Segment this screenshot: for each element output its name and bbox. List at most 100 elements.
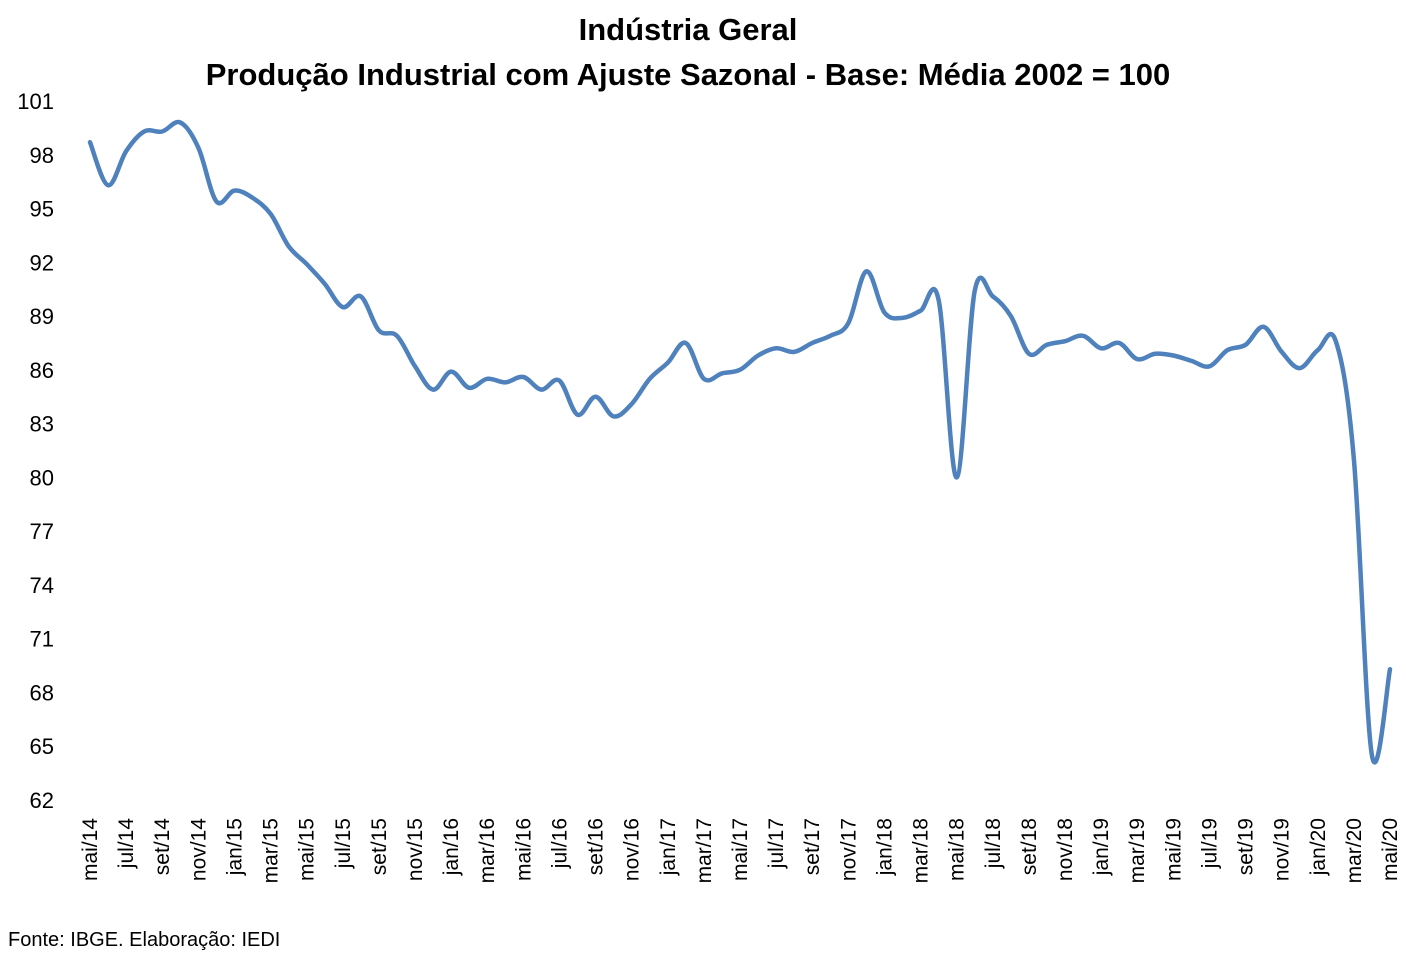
data-point: [1262, 325, 1266, 329]
data-point: [1063, 339, 1067, 343]
y-tick-label: 83: [30, 412, 54, 437]
x-tick-label: set/18: [1018, 818, 1041, 875]
y-tick-label: 89: [30, 304, 54, 329]
y-tick-label: 71: [30, 627, 54, 652]
data-point: [792, 350, 796, 354]
y-tick-label: 65: [30, 734, 54, 759]
data-point: [106, 183, 110, 187]
data-point: [991, 294, 995, 298]
x-tick-label: nov/19: [1271, 818, 1294, 881]
data-point: [1316, 348, 1320, 352]
x-tick-label: mai/18: [946, 818, 969, 881]
x-tick-label: nov/15: [404, 818, 427, 881]
data-point: [413, 364, 417, 368]
y-tick-label: 74: [30, 573, 54, 598]
x-tick-label: jan/16: [440, 818, 463, 876]
data-point: [1117, 341, 1121, 345]
data-point: [882, 311, 886, 315]
data-point: [684, 341, 688, 345]
x-tick-label: jul/16: [548, 818, 571, 869]
x-tick-label: nov/16: [621, 818, 644, 881]
data-point: [955, 475, 959, 479]
x-tick-label: jul/17: [765, 818, 788, 869]
x-tick-label: nov/17: [837, 818, 860, 881]
data-point: [88, 140, 92, 144]
x-tick-label: mai/15: [296, 818, 319, 881]
y-tick-label: 62: [30, 788, 54, 813]
data-point: [576, 413, 580, 417]
data-point: [557, 379, 561, 383]
x-tick-label: nov/18: [1054, 818, 1077, 881]
data-point: [287, 244, 291, 248]
data-point: [864, 269, 868, 273]
data-point: [1388, 667, 1392, 671]
data-point: [305, 262, 309, 266]
data-point: [467, 386, 471, 390]
data-point: [648, 377, 652, 381]
data-point: [720, 371, 724, 375]
data-point: [1280, 350, 1284, 354]
x-tick-label: mai/20: [1379, 818, 1402, 881]
data-point: [1207, 364, 1211, 368]
chart-title: Indústria Geral: [578, 12, 798, 47]
x-tick-label: mar/19: [1126, 818, 1149, 883]
data-point: [377, 328, 381, 332]
data-point: [395, 334, 399, 338]
x-tick-label: mar/18: [910, 818, 933, 883]
data-point: [359, 294, 363, 298]
data-point: [1352, 458, 1356, 462]
data-point: [594, 395, 598, 399]
x-tick-label: mai/16: [512, 818, 535, 881]
data-point: [810, 341, 814, 345]
x-tick-label: jan/18: [873, 818, 896, 876]
y-tick-label: 86: [30, 358, 54, 383]
x-tick-label: mar/17: [693, 818, 716, 883]
x-tick-label: set/16: [585, 818, 608, 875]
data-point: [1334, 339, 1338, 343]
chart-subtitle: Produção Industrial com Ajuste Sazonal -…: [205, 57, 1171, 92]
data-point: [1099, 346, 1103, 350]
data-point: [323, 282, 327, 286]
data-point: [666, 361, 670, 365]
series-group: [87, 119, 1393, 765]
x-tick-label: mar/15: [260, 818, 283, 883]
y-tick-label: 92: [30, 250, 54, 275]
y-tick-label: 68: [30, 680, 54, 705]
data-point: [1135, 357, 1139, 361]
data-point: [269, 212, 273, 216]
data-point: [1189, 359, 1193, 363]
x-tick-label: set/19: [1235, 818, 1258, 875]
y-tick-label: 98: [30, 143, 54, 168]
data-point: [774, 346, 778, 350]
data-point: [214, 199, 218, 203]
y-tick-label: 95: [30, 197, 54, 222]
x-tick-label: set/17: [801, 818, 824, 875]
x-tick-label: jul/14: [115, 818, 138, 870]
x-tick-label: nov/14: [187, 818, 210, 881]
data-point: [1081, 334, 1085, 338]
data-point: [178, 121, 182, 125]
data-point: [1153, 352, 1157, 356]
y-tick-label: 77: [30, 519, 54, 544]
x-tick-label: jan/19: [1090, 818, 1113, 876]
data-point: [1171, 354, 1175, 358]
data-point: [612, 414, 616, 418]
data-point: [702, 377, 706, 381]
data-point: [1370, 753, 1374, 757]
data-point: [251, 196, 255, 200]
x-tick-label: mai/14: [79, 818, 102, 881]
data-point: [1045, 343, 1049, 347]
data-point: [828, 334, 832, 338]
data-point: [124, 149, 128, 153]
y-axis: 101 98 95 92 89 86 83 80 77 74 71 68 65 62: [17, 89, 54, 813]
data-point: [919, 309, 923, 313]
data-point: [539, 388, 543, 392]
data-point: [1226, 348, 1230, 352]
x-tick-label: jul/19: [1198, 818, 1221, 869]
y-tick-label: 80: [30, 465, 54, 490]
x-axis: mai/14 jul/14 set/14 nov/14 jan/15 mar/15 mai/…: [79, 818, 1402, 884]
data-point: [232, 189, 236, 193]
source-note: Fonte: IBGE. Elaboração: IEDI: [8, 929, 281, 951]
y-tick-label: 101: [17, 89, 54, 114]
data-point: [846, 321, 850, 325]
